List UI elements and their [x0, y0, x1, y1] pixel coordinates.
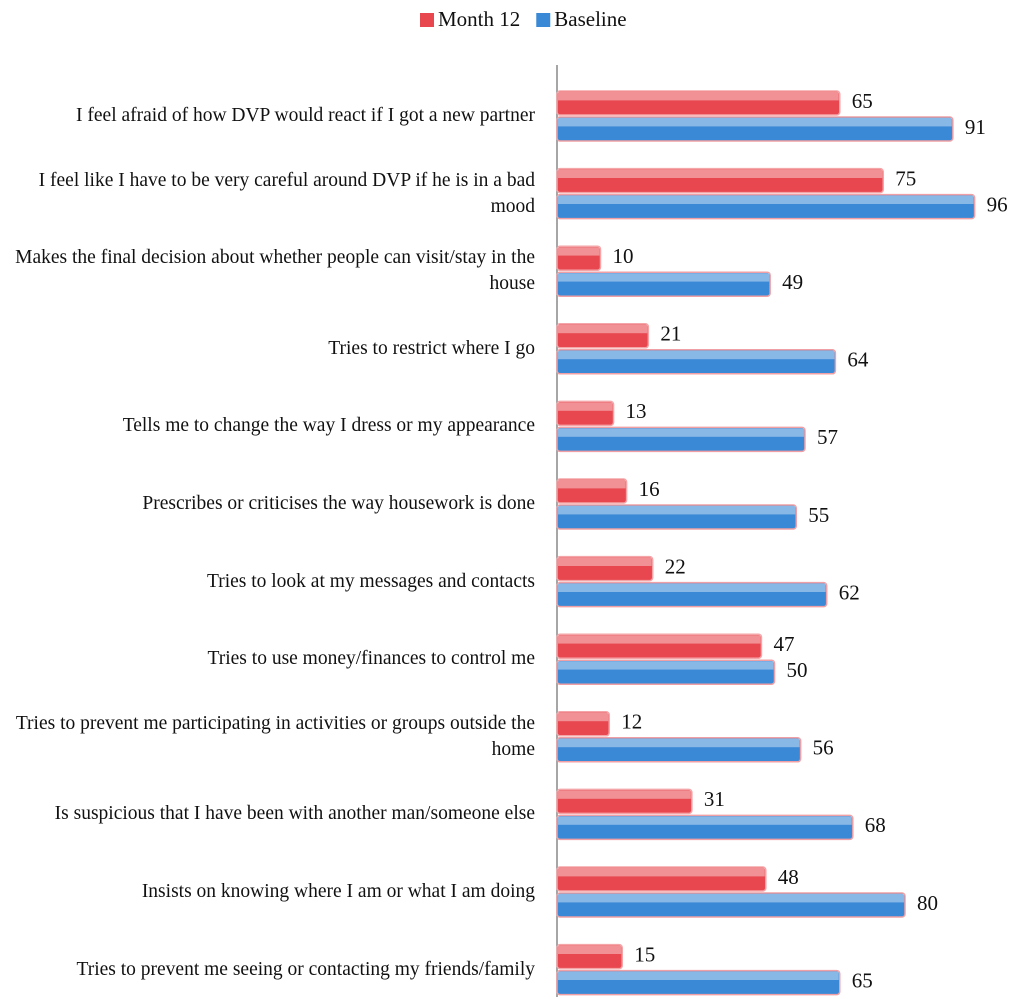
- bar-highlight: [558, 790, 691, 799]
- bar-highlight: [558, 324, 648, 334]
- category-label: Prescribes or criticises the way housewo…: [142, 493, 535, 514]
- data-label: 75: [895, 166, 916, 190]
- bar: [556, 478, 628, 504]
- category-label: Tries to use money/finances to control m…: [207, 648, 535, 670]
- bar-highlight: [558, 350, 835, 360]
- bar: [556, 116, 954, 142]
- bar-highlight: [558, 894, 904, 903]
- bar: [556, 866, 767, 892]
- data-label: 21: [660, 322, 681, 346]
- data-label: 56: [813, 736, 834, 760]
- bar: [556, 245, 602, 271]
- legend-swatch: [536, 13, 551, 27]
- data-label: 48: [778, 865, 799, 889]
- data-label: 47: [773, 632, 794, 656]
- bar-highlight: [558, 480, 626, 489]
- bar-highlight: [558, 273, 770, 282]
- data-label: 22: [665, 554, 686, 578]
- bar-highlight: [558, 557, 652, 566]
- category-label: Tries to prevent me seeing or contacting…: [76, 958, 535, 980]
- category-label: Tells me to change the way I dress or my…: [122, 415, 535, 437]
- bar-highlight: [558, 661, 774, 670]
- bar: [556, 555, 654, 582]
- bar-highlight: [558, 971, 839, 980]
- data-label: 10: [613, 244, 634, 268]
- bar-highlight: [558, 506, 796, 515]
- category-label: I feel afraid of how DVP would react if …: [76, 105, 535, 126]
- data-label: 15: [634, 942, 655, 966]
- bar-highlight: [558, 428, 804, 437]
- data-label: 68: [865, 813, 886, 837]
- bar-highlight: [558, 712, 609, 722]
- bar: [556, 581, 828, 608]
- data-label: 49: [782, 270, 803, 294]
- data-label: 96: [987, 192, 1008, 216]
- bar: [556, 271, 771, 297]
- bar: [556, 504, 797, 530]
- bar: [556, 788, 693, 815]
- data-label: 62: [839, 580, 860, 604]
- bar: [556, 969, 841, 996]
- category-label: Tries to restrict where I go: [328, 337, 535, 359]
- bar-highlight: [558, 583, 826, 592]
- bar-highlight: [558, 402, 613, 411]
- bar: [556, 400, 615, 427]
- category-label: Insists on knowing where I am or what I …: [141, 881, 535, 902]
- bar-highlight: [558, 816, 852, 825]
- data-label: 55: [808, 503, 829, 527]
- data-label: 65: [852, 968, 873, 992]
- bar: [556, 943, 623, 970]
- bar-highlight: [558, 118, 952, 127]
- data-label: 64: [847, 348, 869, 372]
- bar-highlight: [558, 868, 765, 877]
- bar-highlight: [558, 635, 761, 644]
- bar-highlight: [558, 247, 600, 256]
- bar-highlight: [558, 92, 839, 101]
- category-label: Is suspicious that I have been with anot…: [54, 803, 535, 825]
- legend-label: Baseline: [554, 7, 626, 31]
- data-label: 57: [817, 425, 838, 449]
- bar: [556, 633, 763, 659]
- data-label: 65: [852, 89, 873, 113]
- bar: [556, 737, 802, 763]
- data-label: 12: [621, 710, 642, 734]
- bar: [556, 814, 854, 841]
- bar: [556, 90, 841, 116]
- data-label: 91: [965, 115, 986, 139]
- data-label: 80: [917, 891, 938, 915]
- category-label: I feel like I have to be very careful ar…: [38, 169, 535, 217]
- bar: [556, 711, 610, 737]
- bar: [556, 167, 884, 194]
- category-label: Tries to prevent me participating in act…: [15, 712, 535, 760]
- category-label: Tries to look at my messages and contact…: [206, 570, 535, 592]
- bar: [556, 193, 976, 220]
- data-label: 50: [787, 658, 808, 682]
- bar: [556, 323, 650, 349]
- category-label: Makes the final decision about whether p…: [15, 247, 535, 295]
- data-label: 13: [626, 399, 647, 423]
- bar: [556, 659, 776, 685]
- legend-swatch: [420, 13, 434, 27]
- legend-label: Month 12: [438, 7, 520, 31]
- bar: [556, 426, 806, 453]
- data-label: 16: [639, 477, 660, 501]
- bar-highlight: [558, 169, 883, 178]
- bar-highlight: [558, 195, 974, 204]
- bar-highlight: [558, 945, 622, 954]
- data-label: 31: [704, 787, 725, 811]
- bar: [556, 349, 837, 375]
- bar-highlight: [558, 738, 800, 748]
- bar: [556, 892, 906, 918]
